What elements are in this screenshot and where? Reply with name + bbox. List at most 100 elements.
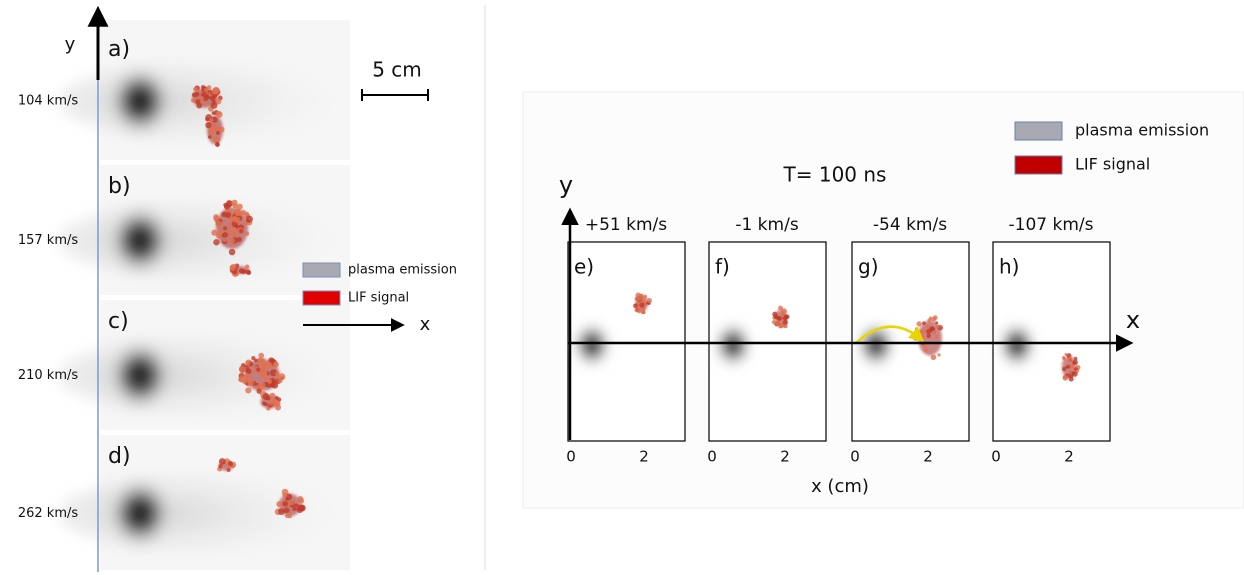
lif-dot — [207, 135, 212, 139]
legend-swatch — [302, 262, 341, 278]
panel-letter: b) — [108, 174, 131, 199]
lif-dot — [194, 91, 200, 97]
plasma-emission — [106, 337, 174, 414]
legend-swatch — [302, 290, 341, 306]
lif-dot — [277, 397, 282, 402]
legend-label: plasma emission — [1075, 121, 1209, 140]
lif-dot — [926, 333, 931, 339]
lif-dot — [256, 367, 261, 372]
lif-dot — [202, 95, 209, 102]
lif-dot — [261, 358, 265, 362]
tick-label: 0 — [991, 448, 1001, 466]
lif-dot — [278, 373, 286, 381]
lif-dot — [292, 506, 297, 512]
velocity-label: -54 km/s — [873, 215, 947, 235]
lif-dot — [226, 468, 231, 472]
lif-dot — [213, 135, 221, 144]
lif-dot — [269, 392, 276, 399]
figure-title: T= 100 ns — [783, 163, 887, 187]
lif-dot — [215, 130, 220, 135]
scale-bar-label: 5 cm — [372, 58, 422, 82]
lif-dot — [246, 361, 251, 366]
lif-dot — [211, 111, 216, 116]
axis-title: x (cm) — [811, 476, 869, 497]
lif-dot — [931, 316, 937, 322]
tick-label: 2 — [780, 448, 790, 466]
lif-dot — [782, 319, 788, 325]
axis-label: y — [559, 171, 573, 199]
legend-label: plasma emission — [348, 263, 457, 278]
lif-dot — [935, 321, 939, 325]
lif-dot — [219, 229, 224, 234]
panel-letter: c) — [108, 309, 129, 334]
lif-signal — [191, 84, 223, 112]
lif-dot — [229, 237, 235, 244]
lif-dot — [215, 141, 220, 147]
panel-letter: d) — [108, 444, 131, 469]
lif-dot — [245, 264, 250, 269]
lif-dot — [245, 215, 253, 223]
lif-dot — [244, 373, 251, 380]
tick-label: 2 — [923, 448, 933, 466]
lif-dot — [265, 361, 273, 369]
tick-label: 2 — [1064, 448, 1074, 466]
panel-letter: f) — [715, 255, 730, 279]
lif-dot — [239, 229, 244, 234]
lif-dot — [247, 379, 254, 387]
velocity-label: 210 km/s — [18, 368, 79, 383]
lif-dot — [926, 324, 931, 329]
velocity-label: +51 km/s — [585, 215, 667, 235]
lif-dot — [771, 320, 777, 325]
lif-dot — [228, 461, 234, 467]
lif-dot — [777, 315, 782, 321]
lif-dot — [233, 230, 238, 235]
tick-label: 2 — [639, 448, 649, 466]
lif-dot — [218, 464, 223, 469]
lif-dot — [267, 378, 273, 384]
lif-dot — [1067, 357, 1073, 363]
lif-dot — [781, 313, 785, 318]
lif-dot — [1072, 359, 1078, 365]
lif-dot — [213, 126, 220, 133]
lif-dot — [209, 127, 214, 132]
lif-dot — [276, 501, 283, 507]
lif-dot — [274, 371, 280, 376]
lif-dot — [778, 305, 784, 311]
lif-dot — [633, 303, 638, 309]
lif-dot — [271, 398, 278, 405]
lif-dot — [294, 503, 299, 508]
lif-dot — [297, 496, 304, 503]
lif-dot — [778, 324, 783, 329]
plasma-emission — [572, 321, 612, 369]
velocity-label: 262 km/s — [18, 506, 79, 521]
lif-dot — [296, 506, 304, 513]
lif-dot — [254, 358, 258, 363]
lif-dot — [193, 87, 197, 92]
lif-dot — [222, 232, 229, 238]
plasma-halo — [57, 471, 358, 556]
lif-dot — [928, 316, 933, 320]
lif-dot — [935, 324, 940, 328]
lif-dot — [240, 209, 246, 216]
lif-dot — [260, 370, 268, 378]
lif-dot — [245, 387, 252, 394]
lif-dot — [783, 324, 788, 329]
lif-dot — [222, 237, 228, 243]
lif-signal — [274, 488, 306, 519]
lif-dot — [234, 208, 241, 215]
tick-label: 0 — [707, 448, 717, 466]
lif-dot — [251, 356, 256, 361]
lif-signal — [260, 392, 282, 411]
plasma-emission — [106, 63, 174, 140]
lif-dot — [272, 361, 279, 368]
lif-dot — [262, 393, 270, 400]
velocity-label: 157 km/s — [18, 233, 79, 248]
lif-dot — [226, 465, 231, 469]
lif-dot — [937, 353, 941, 357]
lif-dot — [274, 404, 282, 411]
lif-dot — [239, 366, 246, 373]
velocity-label: 104 km/s — [18, 94, 79, 109]
panel-letter: a) — [108, 37, 130, 62]
plasma-emission — [856, 321, 896, 369]
